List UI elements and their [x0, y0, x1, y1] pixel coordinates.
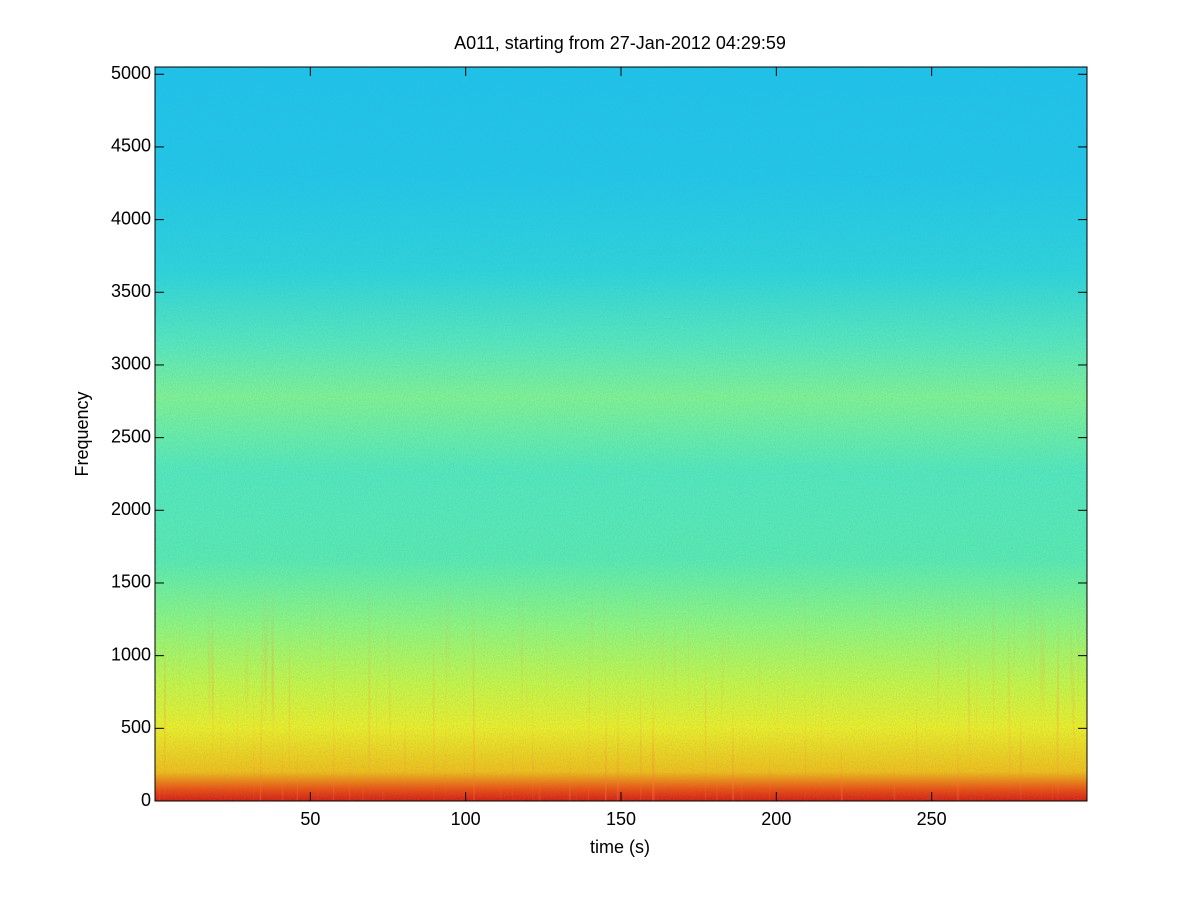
x-tick-label: 50: [300, 809, 320, 829]
y-tick-label: 0: [141, 790, 151, 810]
y-tick-label: 4000: [111, 208, 151, 228]
spectrogram-streaks: [155, 67, 1087, 801]
y-tick-label: 1000: [111, 644, 151, 664]
x-tick-label: 250: [917, 809, 947, 829]
x-tick-label: 100: [451, 809, 481, 829]
y-tick-label: 4500: [111, 136, 151, 156]
y-tick-label: 5000: [111, 63, 151, 83]
y-tick-label: 3500: [111, 281, 151, 301]
y-axis-label: Frequency: [72, 391, 92, 476]
x-tick-label: 150: [606, 809, 636, 829]
x-axis-label: time (s): [590, 837, 650, 857]
y-tick-label: 1500: [111, 572, 151, 592]
y-tick-label: 3000: [111, 354, 151, 374]
y-tick-label: 500: [121, 717, 151, 737]
y-tick-label: 2500: [111, 426, 151, 446]
x-tick-label: 200: [761, 809, 791, 829]
chart-title: A011, starting from 27-Jan-2012 04:29:59: [454, 33, 786, 53]
y-tick-label: 2000: [111, 499, 151, 519]
